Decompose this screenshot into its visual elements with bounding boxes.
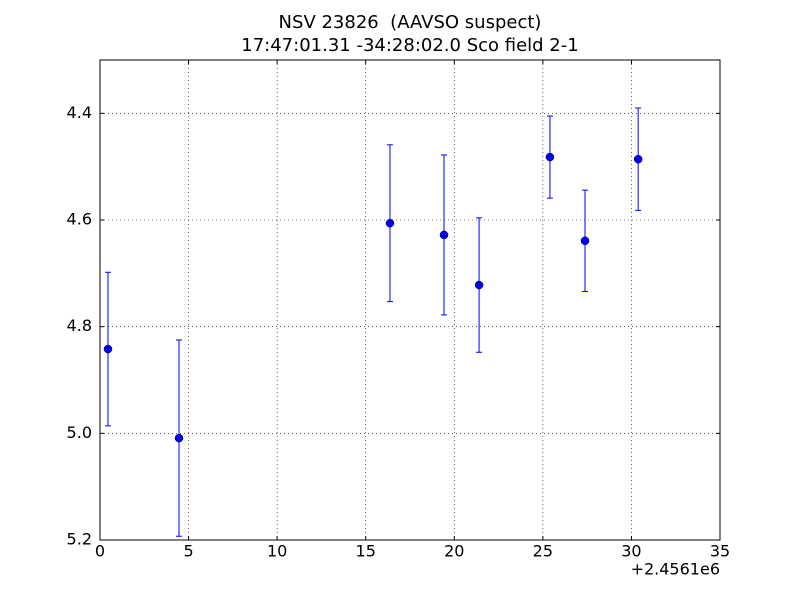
data-point [545,152,555,162]
chart-subtitle: 17:47:01.31 -34:28:02.0 Sco field 2-1 [241,35,578,56]
x-tick-label: 0 [95,542,105,561]
data-point [385,218,395,228]
x-offset-label: +2.4561e6 [631,560,720,579]
x-tick-label: 20 [444,542,464,561]
data-point [103,344,113,354]
x-tick-label: 10 [267,542,287,561]
x-tick-label: 25 [533,542,553,561]
y-tick-label: 5.0 [67,423,92,442]
chart-title: NSV 23826 (AAVSO suspect) [279,12,542,33]
y-tick-label: 5.2 [67,530,92,549]
data-point [580,236,590,246]
data-point [439,230,449,240]
data-point [474,280,484,290]
x-tick-label: 5 [183,542,193,561]
x-tick-label: 15 [356,542,376,561]
y-tick-label: 4.4 [67,103,92,122]
y-tick-label: 4.8 [67,316,92,335]
data-point [174,433,184,443]
y-tick-label: 4.6 [67,210,92,229]
data-point [633,154,643,164]
x-tick-label: 35 [710,542,730,561]
x-tick-label: 30 [621,542,641,561]
plot-frame [99,59,721,541]
